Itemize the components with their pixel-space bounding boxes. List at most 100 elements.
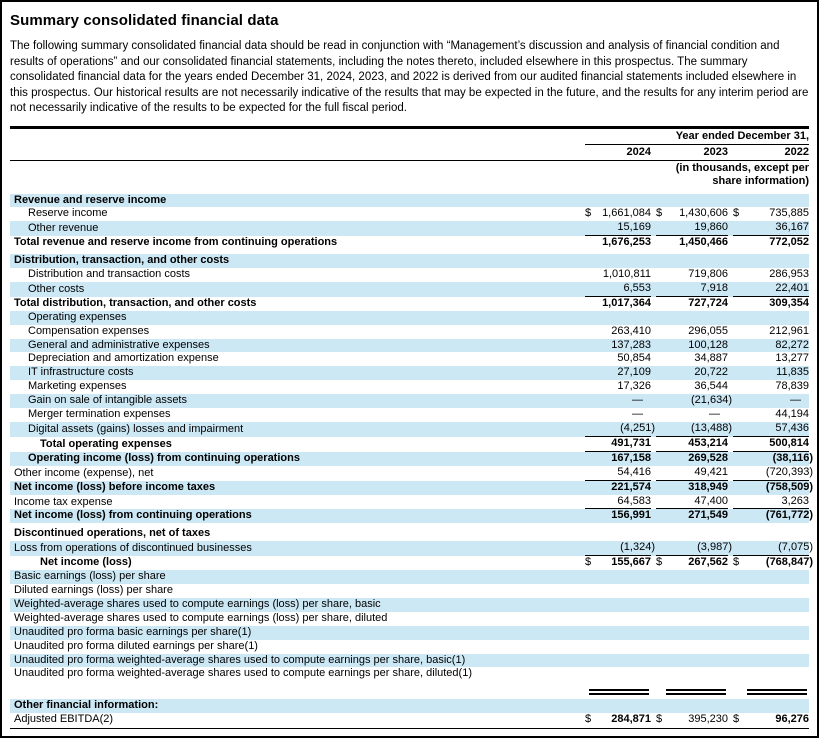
row-label: Other financial information:: [14, 699, 159, 712]
value: 1,017,364: [602, 296, 651, 309]
year-column-2023: 2023: [703, 145, 728, 158]
value: —: [632, 394, 643, 407]
value-cell: (720,393): [733, 466, 813, 481]
row-label: Unaudited pro forma diluted earnings per…: [14, 639, 258, 652]
value-cell: —: [585, 394, 651, 408]
double-rule-row: [10, 681, 809, 696]
value: (1,324): [620, 541, 655, 554]
table-row: Weighted-average shares used to compute …: [10, 597, 809, 612]
value: (4,251): [620, 422, 655, 434]
value: 20,722: [694, 366, 728, 379]
dollar-sign: $: [656, 713, 663, 726]
value-cell: 78,839: [733, 380, 809, 394]
value: 284,871: [611, 713, 651, 726]
double-underline: [589, 689, 649, 696]
table-row: Discontinued operations, net of taxes: [10, 527, 809, 541]
value-cell: 17,326: [585, 380, 651, 394]
value-cell: 54,416: [585, 466, 651, 481]
value-cell: 49,421: [656, 466, 728, 481]
value: 318,949: [688, 480, 728, 493]
table-row: Net income (loss) $155,667 $267,562 $ (768,8…: [10, 556, 813, 570]
value: 49,421: [694, 465, 728, 478]
value-cell: 156,991: [585, 509, 651, 523]
value-cell: (21,634): [656, 394, 732, 408]
value: (761,772): [765, 509, 813, 522]
value: 735,885: [769, 207, 809, 220]
value-cell: 47,400: [656, 495, 728, 510]
units-note: (in thousands, except per share informat…: [675, 161, 809, 188]
value: 155,667: [611, 556, 651, 569]
value: 11,835: [776, 366, 809, 379]
value-cell: (758,509): [733, 481, 813, 495]
row-label: Distribution, transaction, and other cos…: [14, 254, 230, 267]
table-row: Total revenue and reserve income from co…: [10, 236, 809, 250]
value: (758,509): [765, 480, 813, 493]
table-row: Depreciation and amortization expense 50,…: [10, 352, 809, 366]
value-cell: $155,667: [585, 556, 651, 570]
row-label: Gain on sale of intangible assets: [28, 394, 187, 407]
table-row: Total distribution, transaction, and oth…: [10, 297, 809, 311]
value: 57,436: [775, 422, 809, 434]
value-cell: 453,214: [656, 437, 728, 452]
value-cell: —: [585, 408, 651, 422]
value-cell: 167,158: [585, 452, 651, 466]
value: 309,354: [769, 296, 809, 309]
intro-paragraph: The following summary consolidated finan…: [10, 40, 809, 114]
year-column-2022: 2022: [784, 145, 809, 158]
table-row: Unaudited pro forma diluted earnings per…: [10, 640, 809, 654]
value: 221,574: [611, 480, 651, 493]
value-cell: 263,410: [585, 325, 651, 339]
value-cell: 57,436: [733, 422, 809, 437]
row-label: Net income (loss) from continuing operat…: [14, 509, 252, 522]
value-cell: $1,430,606: [656, 207, 728, 221]
value: 13,277: [775, 352, 809, 365]
row-label: Unaudited pro forma basic earnings per s…: [14, 625, 252, 638]
table-row: Other income (expense), net 54,416 49,421 (…: [10, 466, 813, 481]
value-cell: 27,109: [585, 366, 651, 380]
value-cell: —: [656, 408, 728, 422]
value-cell: 1,010,811: [585, 268, 651, 282]
row-label: Depreciation and amortization expense: [28, 352, 219, 365]
row-label: Merger termination expenses: [28, 408, 171, 421]
value: 727,724: [688, 296, 728, 309]
value: 36,544: [694, 380, 728, 393]
row-label: Other income (expense), net: [14, 466, 154, 479]
double-underline: [747, 689, 807, 696]
row-label: General and administrative expenses: [28, 338, 210, 351]
row-label: Distribution and transaction costs: [28, 268, 191, 281]
value: 212,961: [769, 324, 809, 337]
value: 1,450,466: [679, 236, 728, 249]
value: (3,987): [697, 541, 732, 554]
value-cell: (4,251): [585, 422, 655, 437]
value-cell: 44,194: [733, 408, 809, 422]
value-cell: $395,230: [656, 713, 728, 727]
value-cell: 296,055: [656, 325, 728, 339]
row-label: Total operating expenses: [40, 437, 172, 450]
value-cell: (38,116): [733, 452, 813, 466]
value: 6,553: [623, 281, 651, 294]
value-cell: 6,553: [585, 282, 651, 297]
value-cell: [656, 687, 728, 696]
value: 78,839: [775, 380, 809, 393]
value: 3,263: [781, 494, 809, 507]
value-cell: [733, 687, 809, 696]
value-cell: 22,401: [733, 282, 809, 297]
value: 82,272: [775, 338, 809, 351]
value-cell: (7,075): [733, 541, 813, 557]
row-label: Revenue and reserve income: [14, 193, 167, 206]
period-header-row: Year ended December 31,: [10, 129, 809, 145]
value: 1,430,606: [679, 207, 728, 220]
value-cell: 286,953: [733, 268, 809, 282]
table-row: Total operating expenses 491,731 453,214 50…: [10, 437, 809, 452]
value-cell: 137,283: [585, 339, 651, 353]
value-cell: 500,814: [733, 437, 809, 452]
value: 267,562: [688, 556, 728, 569]
value: 269,528: [688, 451, 728, 464]
value-cell: 7,918: [656, 282, 728, 297]
value: 1,010,811: [602, 268, 651, 281]
table-row: Income tax expense 64,583 47,400 3,263: [10, 495, 809, 510]
value: 7,918: [700, 281, 728, 294]
table-row: Basic earnings (loss) per share: [10, 570, 809, 584]
value: —: [709, 408, 720, 421]
